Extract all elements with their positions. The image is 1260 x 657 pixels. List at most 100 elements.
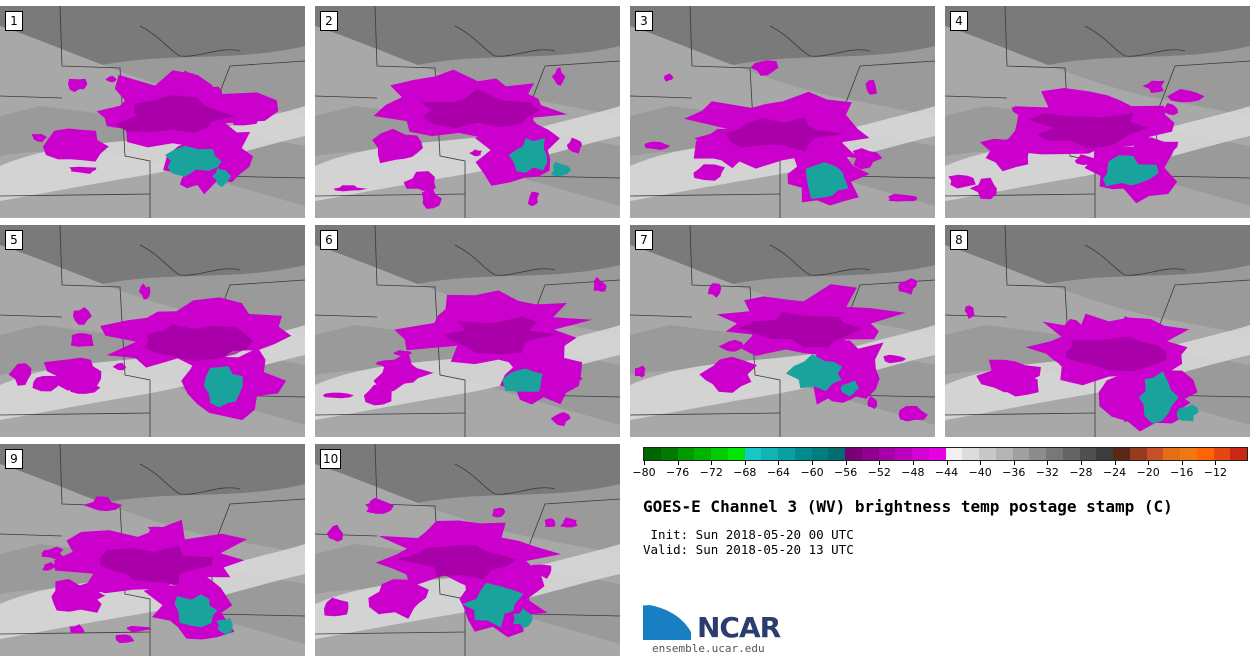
colorbar-tick-label: −52 — [867, 466, 891, 479]
convective-cores — [174, 594, 233, 635]
colorbar-tick — [980, 461, 982, 465]
colorbar-tick — [879, 461, 881, 465]
colorbar-segment — [1096, 448, 1113, 460]
colorbar-tick — [1148, 461, 1150, 465]
colorbar-segment — [979, 448, 996, 460]
colorbar-tick — [677, 461, 679, 465]
colorbar-segment — [1079, 448, 1097, 460]
wv-brightness-map — [630, 6, 935, 218]
panel-number: 3 — [635, 11, 653, 31]
colorbar-tick — [812, 461, 814, 465]
colorbar-tick-label: −64 — [766, 466, 791, 479]
colorbar-segment — [1012, 448, 1030, 460]
colorbar-segment — [811, 448, 829, 460]
colorbar-tick-label: −36 — [1002, 466, 1026, 479]
colorbar-tick — [946, 461, 948, 465]
colorbar-tick-label: −72 — [699, 466, 723, 479]
panel-number: 8 — [950, 230, 968, 250]
colorbar-segment — [660, 448, 678, 460]
forecast-panel: 9 — [0, 444, 305, 656]
forecast-panel: 6 — [315, 225, 620, 437]
panel-number: 6 — [320, 230, 338, 250]
colorbar-segment — [794, 448, 812, 460]
panel-number: 2 — [320, 11, 338, 31]
panel-number: 5 — [5, 230, 23, 250]
colorbar-tick-label: −12 — [1203, 466, 1227, 479]
colorbar-ticks: −80 −76 −72 −68 −64 −60 −56 −52 −48 −44 −40 −36 −32−… — [632, 461, 1248, 481]
ncar-logo-text: NCAR — [697, 611, 781, 644]
colorbar-segment — [711, 448, 728, 460]
convective-cores — [461, 582, 533, 629]
colorbar-tick — [644, 461, 645, 465]
colorbar-tick-label: −76 — [666, 466, 690, 479]
colorbar-tick — [1215, 461, 1217, 465]
colorbar-segment — [1230, 448, 1247, 460]
colorbar-tick-label: −60 — [800, 466, 824, 479]
wv-brightness-map — [0, 225, 305, 437]
colorbar-segment — [677, 448, 695, 460]
colorbar-segment — [1146, 448, 1164, 460]
colorbar-tick — [778, 461, 780, 465]
colorbar-tick-label: −56 — [834, 466, 858, 479]
convective-cores — [165, 145, 232, 188]
forecast-panel: 1 — [0, 6, 305, 218]
forecast-panel: 3 — [630, 6, 935, 218]
cold-cloud-tops — [41, 496, 248, 644]
forecast-panel: 4 — [945, 6, 1250, 218]
colorbar-segment — [828, 448, 845, 460]
colorbar-tick-label: −40 — [968, 466, 992, 479]
colorbar-tick-label: −20 — [1136, 466, 1160, 479]
plot-title: GOES-E Channel 3 (WV) brightness temp po… — [643, 497, 1173, 516]
colorbar-tick — [1114, 461, 1116, 465]
colorbar-tick-label: −68 — [733, 466, 757, 479]
wv-brightness-map — [0, 444, 305, 656]
panel-number: 1 — [5, 11, 23, 31]
panel-number: 4 — [950, 11, 968, 31]
colorbar-segment — [778, 448, 795, 460]
forecast-panel: 7 — [630, 225, 935, 437]
convective-cores — [508, 138, 572, 177]
colorbar-tick — [1181, 461, 1183, 465]
colorbar-segment — [995, 448, 1013, 460]
init-time: Init: Sun 2018-05-20 00 UTC — [643, 527, 854, 542]
wv-brightness-map — [945, 225, 1250, 437]
colorbar-segment — [694, 448, 711, 460]
wv-brightness-map — [945, 6, 1250, 218]
forecast-panel: 8 — [945, 225, 1250, 437]
colorbar-tick — [1047, 461, 1049, 465]
colorbar-segment — [1180, 448, 1197, 460]
wv-brightness-map — [315, 6, 620, 218]
colorbar-segment — [962, 448, 979, 460]
colorbar-segment — [744, 448, 762, 460]
colorbar-segment — [1062, 448, 1080, 460]
forecast-panel: 5 — [0, 225, 305, 437]
colorbar-segment — [1029, 448, 1046, 460]
wv-brightness-map — [315, 225, 620, 437]
colorbar-segment — [945, 448, 963, 460]
colorbar-tick — [912, 461, 914, 465]
cold-cloud-tops — [964, 305, 1198, 432]
colorbar-segment — [861, 448, 879, 460]
valid-time: Valid: Sun 2018-05-20 13 UTC — [643, 542, 854, 557]
cold-cloud-tops — [333, 67, 582, 209]
colorbar-segment — [1046, 448, 1063, 460]
colorbar-segment — [845, 448, 862, 460]
colorbar-segment — [895, 448, 912, 460]
colorbar-segment — [761, 448, 778, 460]
colorbar-tick-label: −48 — [901, 466, 925, 479]
ncar-logo-swoosh — [643, 604, 691, 640]
colorbar-tick — [1013, 461, 1015, 465]
colorbar-segment — [1213, 448, 1231, 460]
wv-brightness-map — [630, 225, 935, 437]
colorbar-segment — [644, 448, 661, 460]
colorbar-segment — [1163, 448, 1180, 460]
convective-cores — [1103, 155, 1159, 187]
ncar-logo — [643, 602, 697, 640]
panel-number: 9 — [5, 449, 23, 469]
colorbar-tick — [744, 461, 746, 465]
cold-cloud-tops — [644, 60, 918, 206]
colorbar-segment — [912, 448, 929, 460]
colorbar-tick — [1080, 461, 1082, 465]
convective-cores — [785, 354, 859, 397]
colorbar-segment — [727, 448, 745, 460]
